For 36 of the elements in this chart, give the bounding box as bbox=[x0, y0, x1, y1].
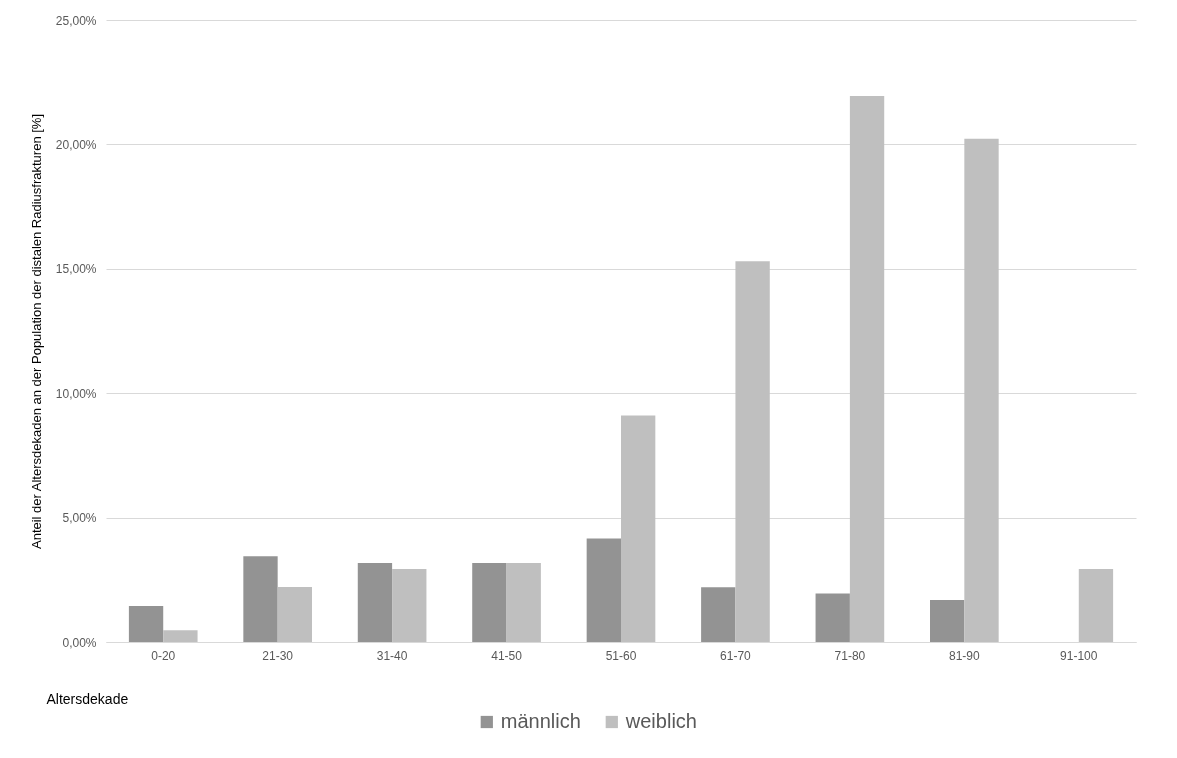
y-tick-label: 15,00% bbox=[55, 262, 97, 277]
bar bbox=[1078, 569, 1114, 642]
x-tick-label: 51-60 bbox=[605, 648, 637, 663]
bar bbox=[849, 95, 885, 642]
y-tick-label: 25,00% bbox=[55, 13, 97, 28]
bar bbox=[163, 630, 198, 642]
bar bbox=[277, 587, 312, 642]
bar bbox=[964, 138, 999, 642]
legend-label: männlich bbox=[500, 710, 581, 732]
bar bbox=[128, 605, 164, 642]
bar bbox=[392, 569, 427, 642]
x-tick-label: 41-50 bbox=[491, 648, 523, 663]
x-tick-label: 0-20 bbox=[151, 648, 176, 663]
x-tick-label: 91-100 bbox=[1060, 648, 1098, 663]
x-tick-label: 21-30 bbox=[262, 648, 294, 663]
bar bbox=[506, 562, 541, 642]
y-tick-label: 20,00% bbox=[55, 137, 97, 152]
y-axis-title: Anteil der Altersdekaden an der Population der distalen Radiusfrakturen [%] bbox=[28, 113, 44, 550]
bar bbox=[243, 556, 278, 642]
x-tick-label: 31-40 bbox=[376, 648, 408, 663]
y-tick-label: 10,00% bbox=[55, 386, 97, 401]
x-tick-label: 81-90 bbox=[948, 648, 980, 663]
bar bbox=[701, 587, 736, 642]
legend-label: weiblich bbox=[624, 710, 697, 732]
y-tick-label: 5,00% bbox=[62, 511, 97, 526]
bar bbox=[735, 261, 770, 642]
x-tick-label: 71-80 bbox=[834, 648, 866, 663]
y-tick-label: 0,00% bbox=[62, 635, 97, 650]
x-tick-label: 61-70 bbox=[720, 648, 752, 663]
bar bbox=[472, 562, 507, 642]
bar bbox=[586, 538, 621, 642]
x-axis-title: Altersdekade bbox=[46, 690, 129, 707]
bar bbox=[815, 593, 850, 642]
bar bbox=[930, 599, 965, 642]
bar bbox=[357, 562, 393, 642]
bar bbox=[621, 415, 656, 642]
